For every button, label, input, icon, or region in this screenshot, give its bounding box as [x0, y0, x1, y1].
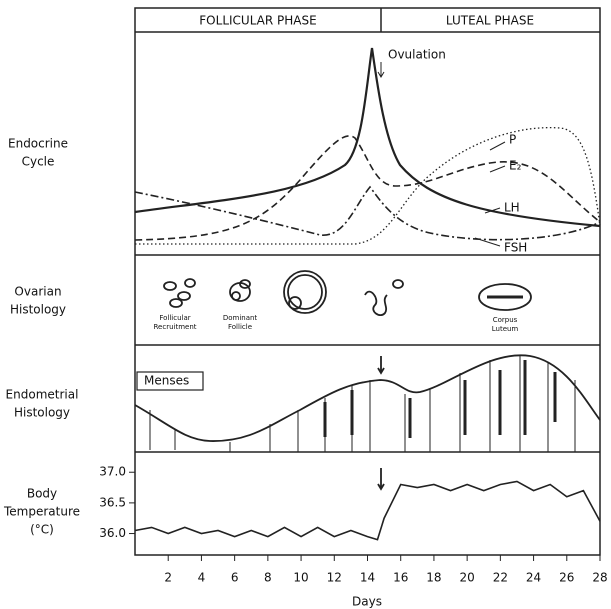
histology-label: Luteum: [492, 325, 519, 333]
histology-label: Corpus: [493, 316, 518, 324]
histology-label: Follicular: [159, 314, 190, 322]
x-tick-label: 8: [264, 571, 272, 585]
row-label: (°C): [30, 523, 54, 537]
endometrium: [135, 355, 600, 489]
x-tick-label: 18: [426, 571, 441, 585]
x-tick-label: 2: [164, 571, 172, 585]
row-label: Endometrial: [6, 388, 79, 402]
histology-label: Dominant: [223, 314, 258, 322]
y-tick-label: 36.5: [99, 495, 126, 509]
curve-label: LH: [504, 201, 520, 215]
x-tick-label: 26: [559, 571, 574, 585]
y-tick-label: 37.0: [99, 465, 126, 479]
curve-label: FSH: [504, 241, 527, 255]
curve-label: E₂: [509, 159, 522, 173]
curve-label: Ovulation: [388, 48, 446, 62]
x-tick-label: 4: [198, 571, 206, 585]
figure: FOLLICULAR PHASE LUTEAL PHASE Endocrine …: [0, 0, 611, 609]
x-axis-label: Days: [352, 595, 382, 609]
hormone-curves: [135, 48, 600, 246]
y-tick-label: 36.0: [99, 526, 126, 540]
histology-label: Recruitment: [153, 323, 196, 331]
row-label: Ovarian: [14, 285, 61, 299]
menses-label: Menses: [144, 374, 189, 388]
x-tick-label: 10: [293, 571, 308, 585]
row-label: Histology: [14, 406, 70, 420]
x-tick-label: 6: [231, 571, 239, 585]
x-tick-label: 22: [493, 571, 508, 585]
row-label: Histology: [10, 303, 66, 317]
histology-label: Follicle: [228, 323, 252, 331]
phase-label: FOLLICULAR PHASE: [199, 14, 316, 28]
row-label: Endocrine: [8, 137, 68, 151]
x-tick-label: 12: [327, 571, 342, 585]
x-tick-label: 20: [460, 571, 475, 585]
x-tick-label: 14: [360, 571, 375, 585]
row-label: Body: [27, 487, 57, 501]
row-label: Temperature: [3, 505, 80, 519]
x-tick-label: 28: [592, 571, 607, 585]
row-label: Cycle: [22, 155, 55, 169]
curve-label: P: [509, 133, 516, 147]
ovarian-icons: [164, 271, 531, 315]
x-tick-label: 24: [526, 571, 541, 585]
phase-label: LUTEAL PHASE: [446, 14, 534, 28]
x-tick-label: 16: [393, 571, 408, 585]
temperature-line: [135, 481, 600, 539]
